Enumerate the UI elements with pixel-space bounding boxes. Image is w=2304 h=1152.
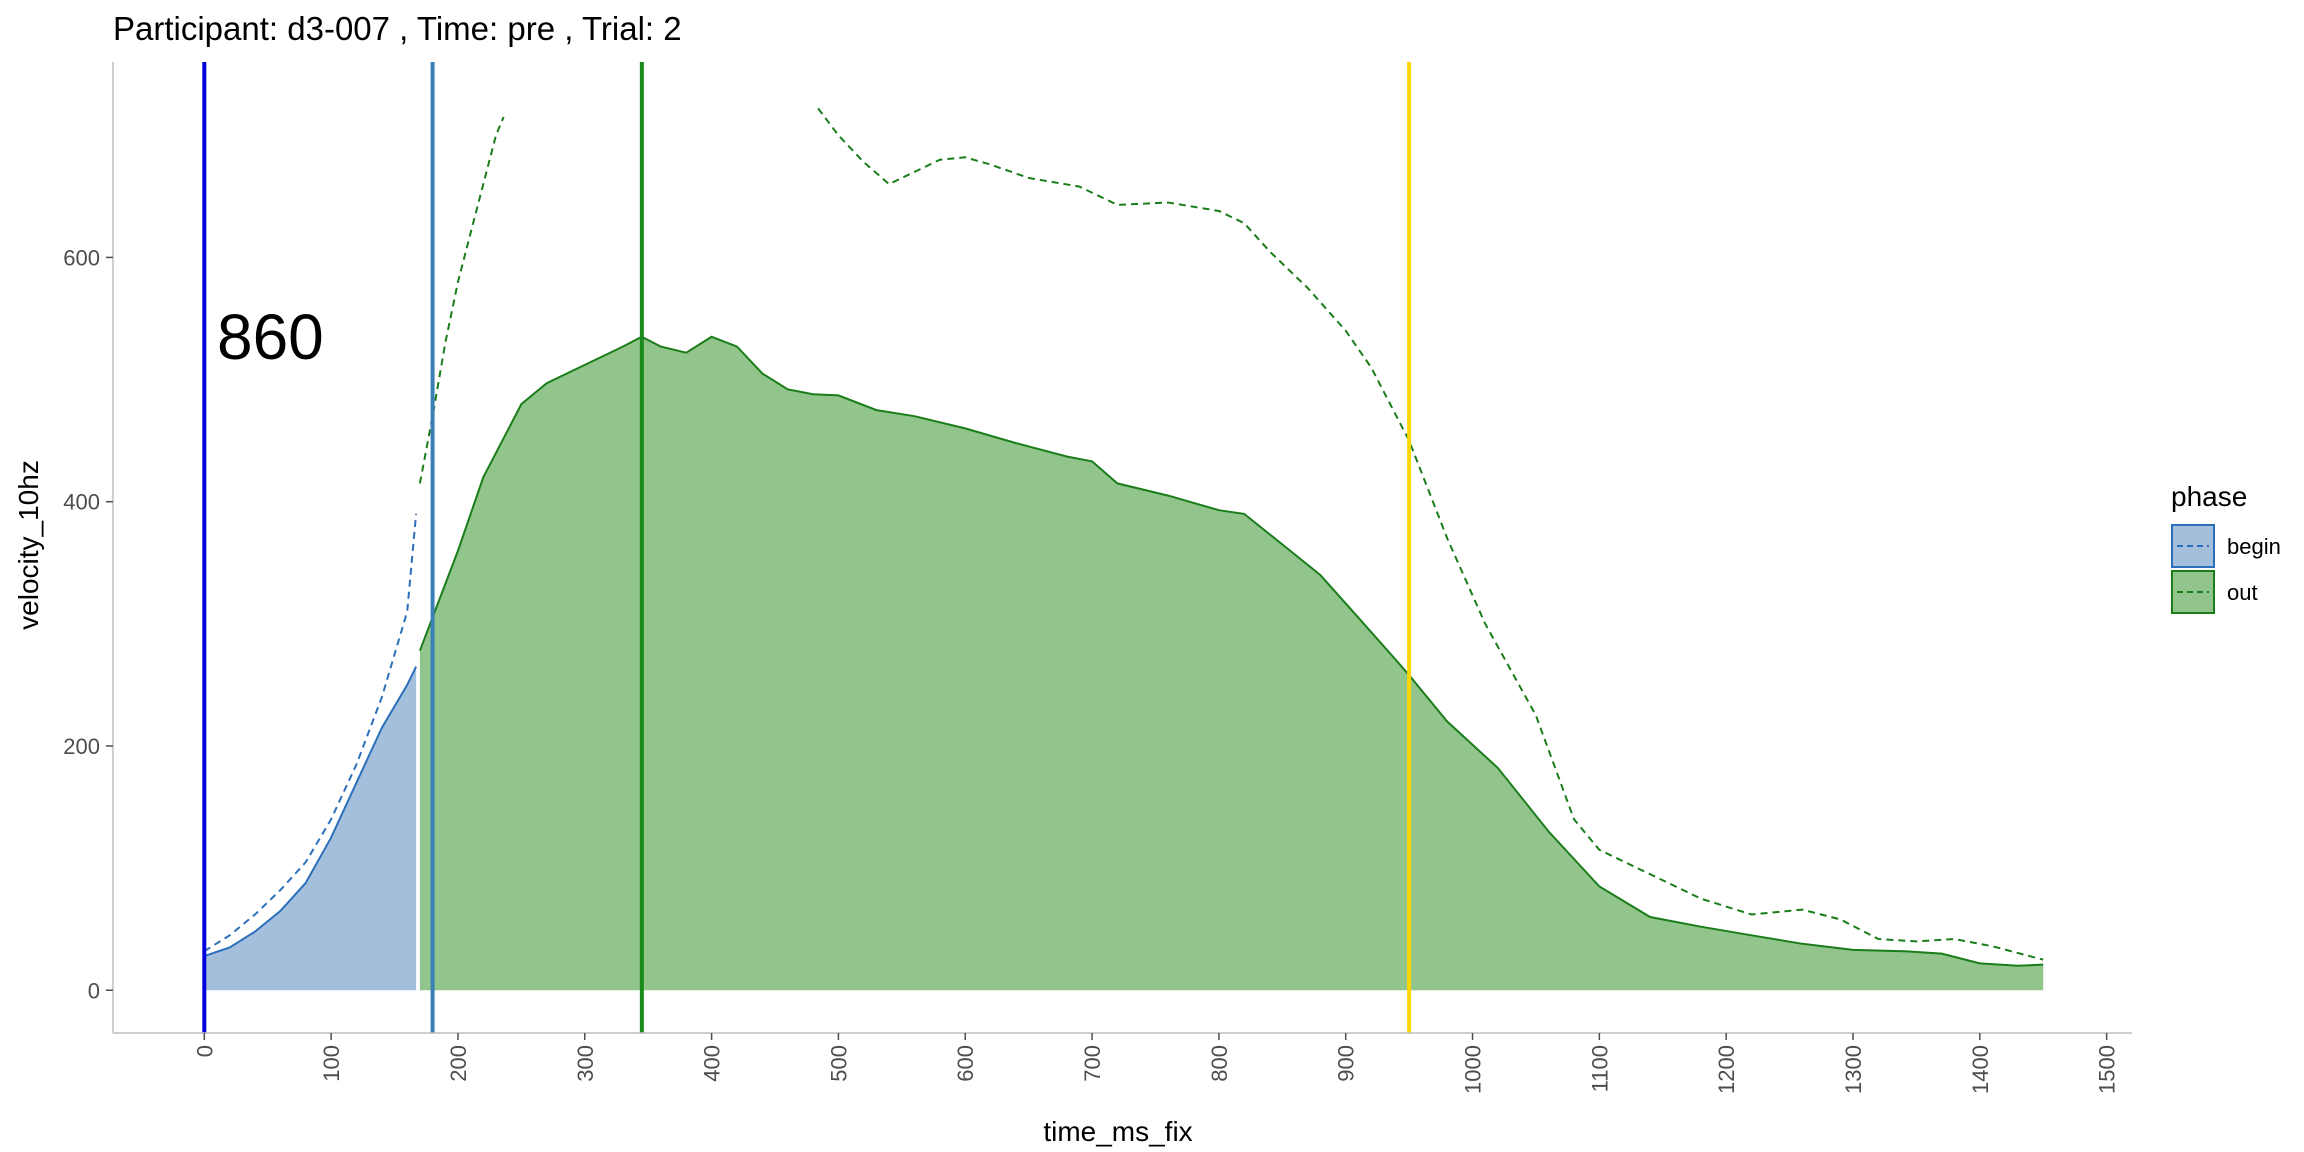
area-outline-begin	[203, 666, 417, 958]
y-tick-label: 0	[88, 978, 100, 1003]
line-layer	[203, 107, 2044, 961]
x-tick-label: 400	[700, 1045, 725, 1082]
x-tick-label: 0	[192, 1045, 217, 1057]
x-tick-label: 700	[1080, 1045, 1105, 1082]
x-tick-label: 1400	[1968, 1045, 1993, 1094]
x-tick-label: 1500	[2095, 1045, 2120, 1094]
area-out	[419, 336, 2044, 991]
y-tick-label: 200	[63, 734, 100, 759]
legend-label-out: out	[2227, 580, 2258, 605]
dashed-line-out-3	[418, 116, 505, 484]
area-outline-out	[418, 335, 2044, 967]
plot-title: Participant: d3-007 , Time: pre , Trial:…	[113, 10, 682, 47]
vline-layer	[202, 62, 1412, 1033]
x-tick-label: 600	[953, 1045, 978, 1082]
x-tick-label: 1300	[1841, 1045, 1866, 1094]
annotation-label: 860	[217, 301, 324, 373]
y-tick-label: 600	[63, 245, 100, 270]
x-tick-label: 300	[573, 1045, 598, 1082]
area-layer	[203, 335, 2044, 991]
x-tick-label: 100	[319, 1045, 344, 1082]
axes: 0 200 400 600 0 100 200 300 400 500 600 700 800 900 10…	[63, 62, 2132, 1094]
legend-keys	[2171, 524, 2215, 614]
y-axis-title: velocity_10hz	[13, 460, 44, 630]
y-tick-label: 400	[63, 490, 100, 515]
legend: phase begin out	[2171, 481, 2281, 614]
legend-title: phase	[2171, 481, 2247, 512]
legend-label-begin: begin	[2227, 534, 2281, 559]
x-axis-title: time_ms_fix	[1043, 1116, 1192, 1147]
x-tick-label: 1100	[1587, 1045, 1612, 1092]
x-tick-label: 800	[1207, 1045, 1232, 1082]
x-tick-label: 200	[446, 1045, 471, 1082]
x-tick-label: 900	[1334, 1045, 1359, 1082]
dashed-line-out-4	[817, 107, 2044, 961]
x-tick-label: 1000	[1461, 1045, 1486, 1094]
x-tick-label: 500	[826, 1045, 851, 1082]
x-tick-label: 1200	[1714, 1045, 1739, 1094]
area-begin	[204, 666, 417, 991]
dashed-line-begin-2	[203, 513, 418, 953]
